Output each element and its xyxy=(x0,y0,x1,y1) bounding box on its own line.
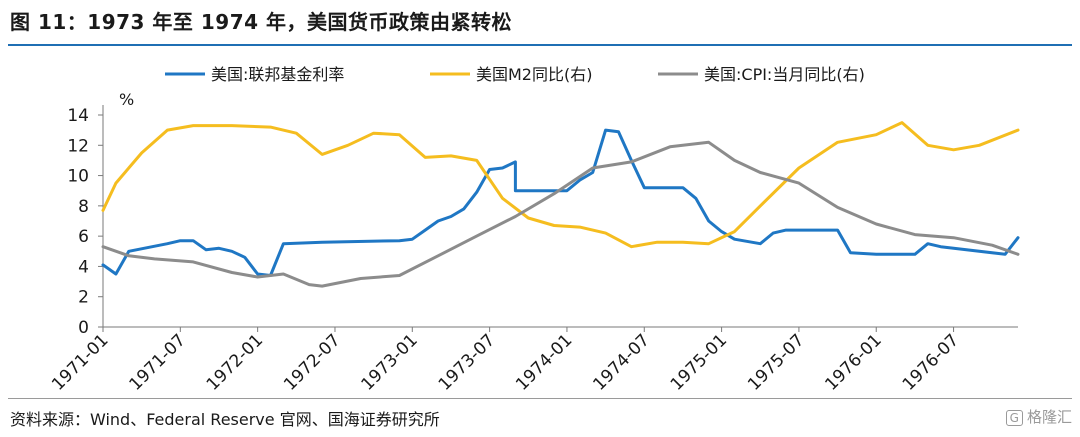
y-tick-label: 10 xyxy=(67,167,89,187)
x-tick-label: 1974-07 xyxy=(589,330,653,394)
y-tick-label: 4 xyxy=(78,257,89,277)
x-tick-label: 1972-07 xyxy=(280,330,344,394)
series-lines xyxy=(101,121,1020,288)
series-line-2 xyxy=(101,121,1020,249)
y-unit-label: % xyxy=(119,90,134,109)
y-tick-label: 12 xyxy=(67,136,89,156)
x-tick-label: 1975-01 xyxy=(667,330,731,394)
y-tick-label: 2 xyxy=(78,288,89,308)
legend-label-2: 美国M2同比(右) xyxy=(476,65,592,84)
chart-title: 图 11：1973 年至 1974 年，美国货币政策由紧转松 xyxy=(10,10,513,34)
watermark: G 格隆汇 xyxy=(1005,406,1072,427)
chart-legend: 美国:联邦基金利率 美国M2同比(右) 美国:CPI:当月同比(右) xyxy=(165,65,865,84)
x-tick-label: 1975-07 xyxy=(744,330,808,394)
watermark-text: 格隆汇 xyxy=(1026,408,1072,426)
x-tick-label: 1976-07 xyxy=(899,330,963,394)
legend-label-3: 美国:CPI:当月同比(右) xyxy=(704,65,865,84)
x-axis-ticks: 1971-01 1971-07 1972-01 1972-07 1973-01 1973-… xyxy=(48,327,963,395)
legend-label-1: 美国:联邦基金利率 xyxy=(211,65,344,84)
series-line-3 xyxy=(101,140,1020,288)
x-tick-label: 1971-01 xyxy=(48,330,112,394)
x-tick-label: 1974-01 xyxy=(512,330,576,394)
footer-rule xyxy=(8,398,1072,399)
chart-axes xyxy=(102,105,1018,328)
source-note: 资料来源：Wind、Federal Reserve 官网、国海证券研究所 xyxy=(10,410,440,429)
y-tick-label: 14 xyxy=(67,106,89,126)
x-tick-label: 1972-01 xyxy=(203,330,267,394)
y-tick-label: 0 xyxy=(78,318,89,338)
x-tick-label: 1976-01 xyxy=(821,330,885,394)
series-line-1 xyxy=(101,128,1020,277)
line-chart: 0 2 4 6 8 10 12 14 1971-01 1971-07 1972-01 1972-07… xyxy=(48,65,1020,395)
x-tick-label: 1973-01 xyxy=(357,330,421,394)
title-rule xyxy=(8,44,1072,46)
y-tick-label: 8 xyxy=(78,197,89,217)
watermark-logo-icon: G xyxy=(1005,410,1023,426)
y-tick-label: 6 xyxy=(78,227,89,247)
x-tick-label: 1973-07 xyxy=(435,330,499,394)
y-axis-ticks: 0 2 4 6 8 10 12 14 xyxy=(67,106,103,338)
x-tick-label: 1971-07 xyxy=(125,330,189,394)
